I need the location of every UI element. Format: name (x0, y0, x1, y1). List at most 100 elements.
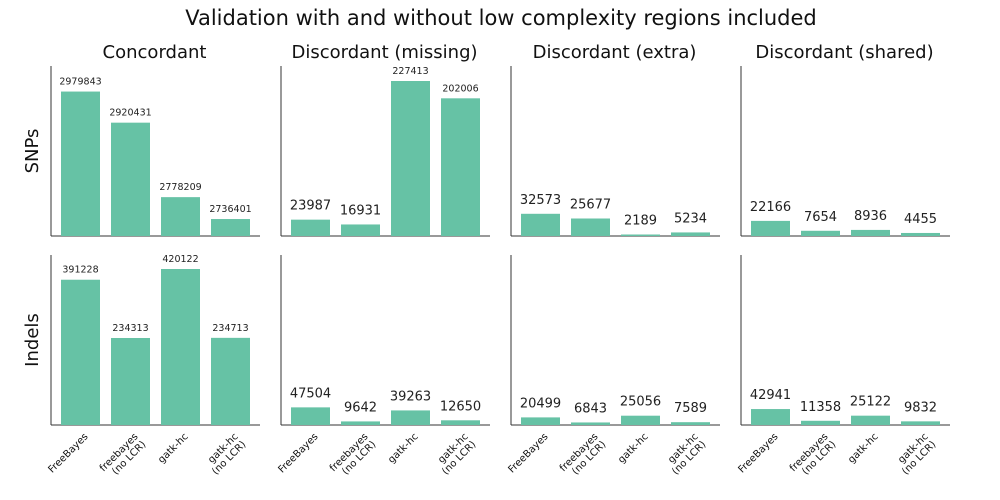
data-label: 234313 (112, 323, 148, 334)
data-label: 32573 (520, 193, 561, 208)
x-tick-label: gatk-hc (156, 431, 190, 465)
x-tick-label: freebayes(no LCR) (788, 431, 839, 482)
bar (521, 213, 560, 236)
bar (621, 234, 660, 236)
bar (291, 219, 330, 236)
row-label: SNPs (22, 129, 43, 174)
bar (671, 422, 710, 425)
data-label: 4455 (904, 212, 937, 227)
x-tick-label: gatk-hc (846, 431, 880, 465)
panel: 32573 25677 2189 5234 (510, 66, 720, 237)
bar (571, 422, 610, 425)
data-label: 2778209 (159, 182, 201, 193)
data-label: 47504 (290, 386, 331, 401)
bar (801, 420, 840, 425)
data-label: 227413 (392, 66, 428, 77)
panel: 2979843 2920431 2778209 2736401 (50, 66, 260, 237)
panel: 23987 16931 227413 202006 (280, 66, 490, 237)
bar (291, 407, 330, 425)
bar (851, 415, 890, 425)
data-label: 25056 (620, 395, 661, 410)
x-tick-label-line: gatk-hc (616, 431, 650, 465)
bar (801, 230, 840, 236)
x-tick-label: freebayes(no LCR) (98, 431, 149, 482)
bar (571, 218, 610, 236)
bar (161, 269, 200, 425)
bar (211, 219, 250, 236)
panels: Concordant Discordant (missing) Discordant… (22, 42, 950, 482)
x-tick-label: gatk-hc(no LCR) (202, 431, 248, 477)
bar (61, 279, 100, 425)
column-title: Concordant (103, 42, 207, 63)
data-label: 234713 (212, 323, 248, 334)
data-label: 202006 (442, 83, 478, 94)
data-label: 22166 (750, 200, 791, 215)
bar (441, 420, 480, 425)
data-label: 25122 (850, 395, 891, 410)
data-label: 6843 (574, 401, 607, 416)
bar (391, 81, 430, 236)
data-label: 16931 (340, 203, 381, 218)
bar (901, 421, 940, 425)
data-label: 23987 (290, 199, 331, 214)
column-title: Discordant (extra) (533, 42, 697, 63)
bar (111, 337, 150, 425)
panel: 47504 9642 39263 12650 (280, 255, 490, 426)
figure-title: Validation with and without low complexi… (185, 6, 817, 30)
x-tick-label: FreeBayes (276, 431, 320, 475)
data-label: 11358 (800, 400, 841, 415)
data-label: 25677 (570, 197, 611, 212)
x-tick-label: freebayes(no LCR) (558, 431, 609, 482)
data-label: 391228 (62, 265, 98, 276)
data-label: 7654 (804, 210, 837, 225)
bar (61, 91, 100, 237)
panel: 42941 11358 25122 9832 (740, 255, 950, 426)
data-label: 8936 (854, 209, 887, 224)
x-tick-label: gatk-hc(no LCR) (432, 431, 478, 477)
x-tick-label-line: gatk-hc (386, 431, 420, 465)
bar (521, 417, 560, 425)
bar (391, 410, 430, 425)
x-tick-label: gatk-hc(no LCR) (662, 431, 708, 477)
x-tick-label-line: FreeBayes (46, 431, 90, 475)
bar (441, 98, 480, 236)
data-label: 5234 (674, 211, 707, 226)
bar (341, 224, 380, 236)
bar (211, 337, 250, 425)
bar (161, 197, 200, 236)
x-tick-label: gatk-hc (616, 431, 650, 465)
x-tick-label: gatk-hc(no LCR) (892, 431, 938, 477)
data-label: 420122 (162, 254, 198, 265)
data-label: 20499 (520, 396, 561, 411)
column-title: Discordant (shared) (755, 42, 933, 63)
x-tick-label-line: gatk-hc (156, 431, 190, 465)
x-tick-label: FreeBayes (46, 431, 90, 475)
bar (671, 232, 710, 236)
x-tick-label: FreeBayes (736, 431, 780, 475)
x-tick-label: FreeBayes (506, 431, 550, 475)
panel: 20499 6843 25056 7589 (510, 255, 720, 426)
bar (621, 415, 660, 425)
x-tick-label: gatk-hc (386, 431, 420, 465)
data-label: 2920431 (109, 108, 151, 119)
x-tick-label-line: FreeBayes (276, 431, 320, 475)
bar (901, 232, 940, 236)
bar (751, 220, 790, 236)
bar (851, 229, 890, 236)
data-label: 12650 (440, 399, 481, 414)
x-tick-label-line: FreeBayes (736, 431, 780, 475)
data-label: 2736401 (209, 204, 251, 215)
data-label: 42941 (750, 388, 791, 403)
bar (751, 409, 790, 425)
data-label: 39263 (390, 389, 431, 404)
x-tick-label: freebayes(no LCR) (328, 431, 379, 482)
x-tick-label-line: FreeBayes (506, 431, 550, 475)
bar (111, 122, 150, 236)
data-label: 7589 (674, 401, 707, 416)
data-label: 9642 (344, 400, 377, 415)
data-label: 2979843 (59, 77, 101, 88)
bar (341, 421, 380, 425)
panel: 22166 7654 8936 4455 (740, 66, 950, 237)
x-tick-label-line: gatk-hc (846, 431, 880, 465)
